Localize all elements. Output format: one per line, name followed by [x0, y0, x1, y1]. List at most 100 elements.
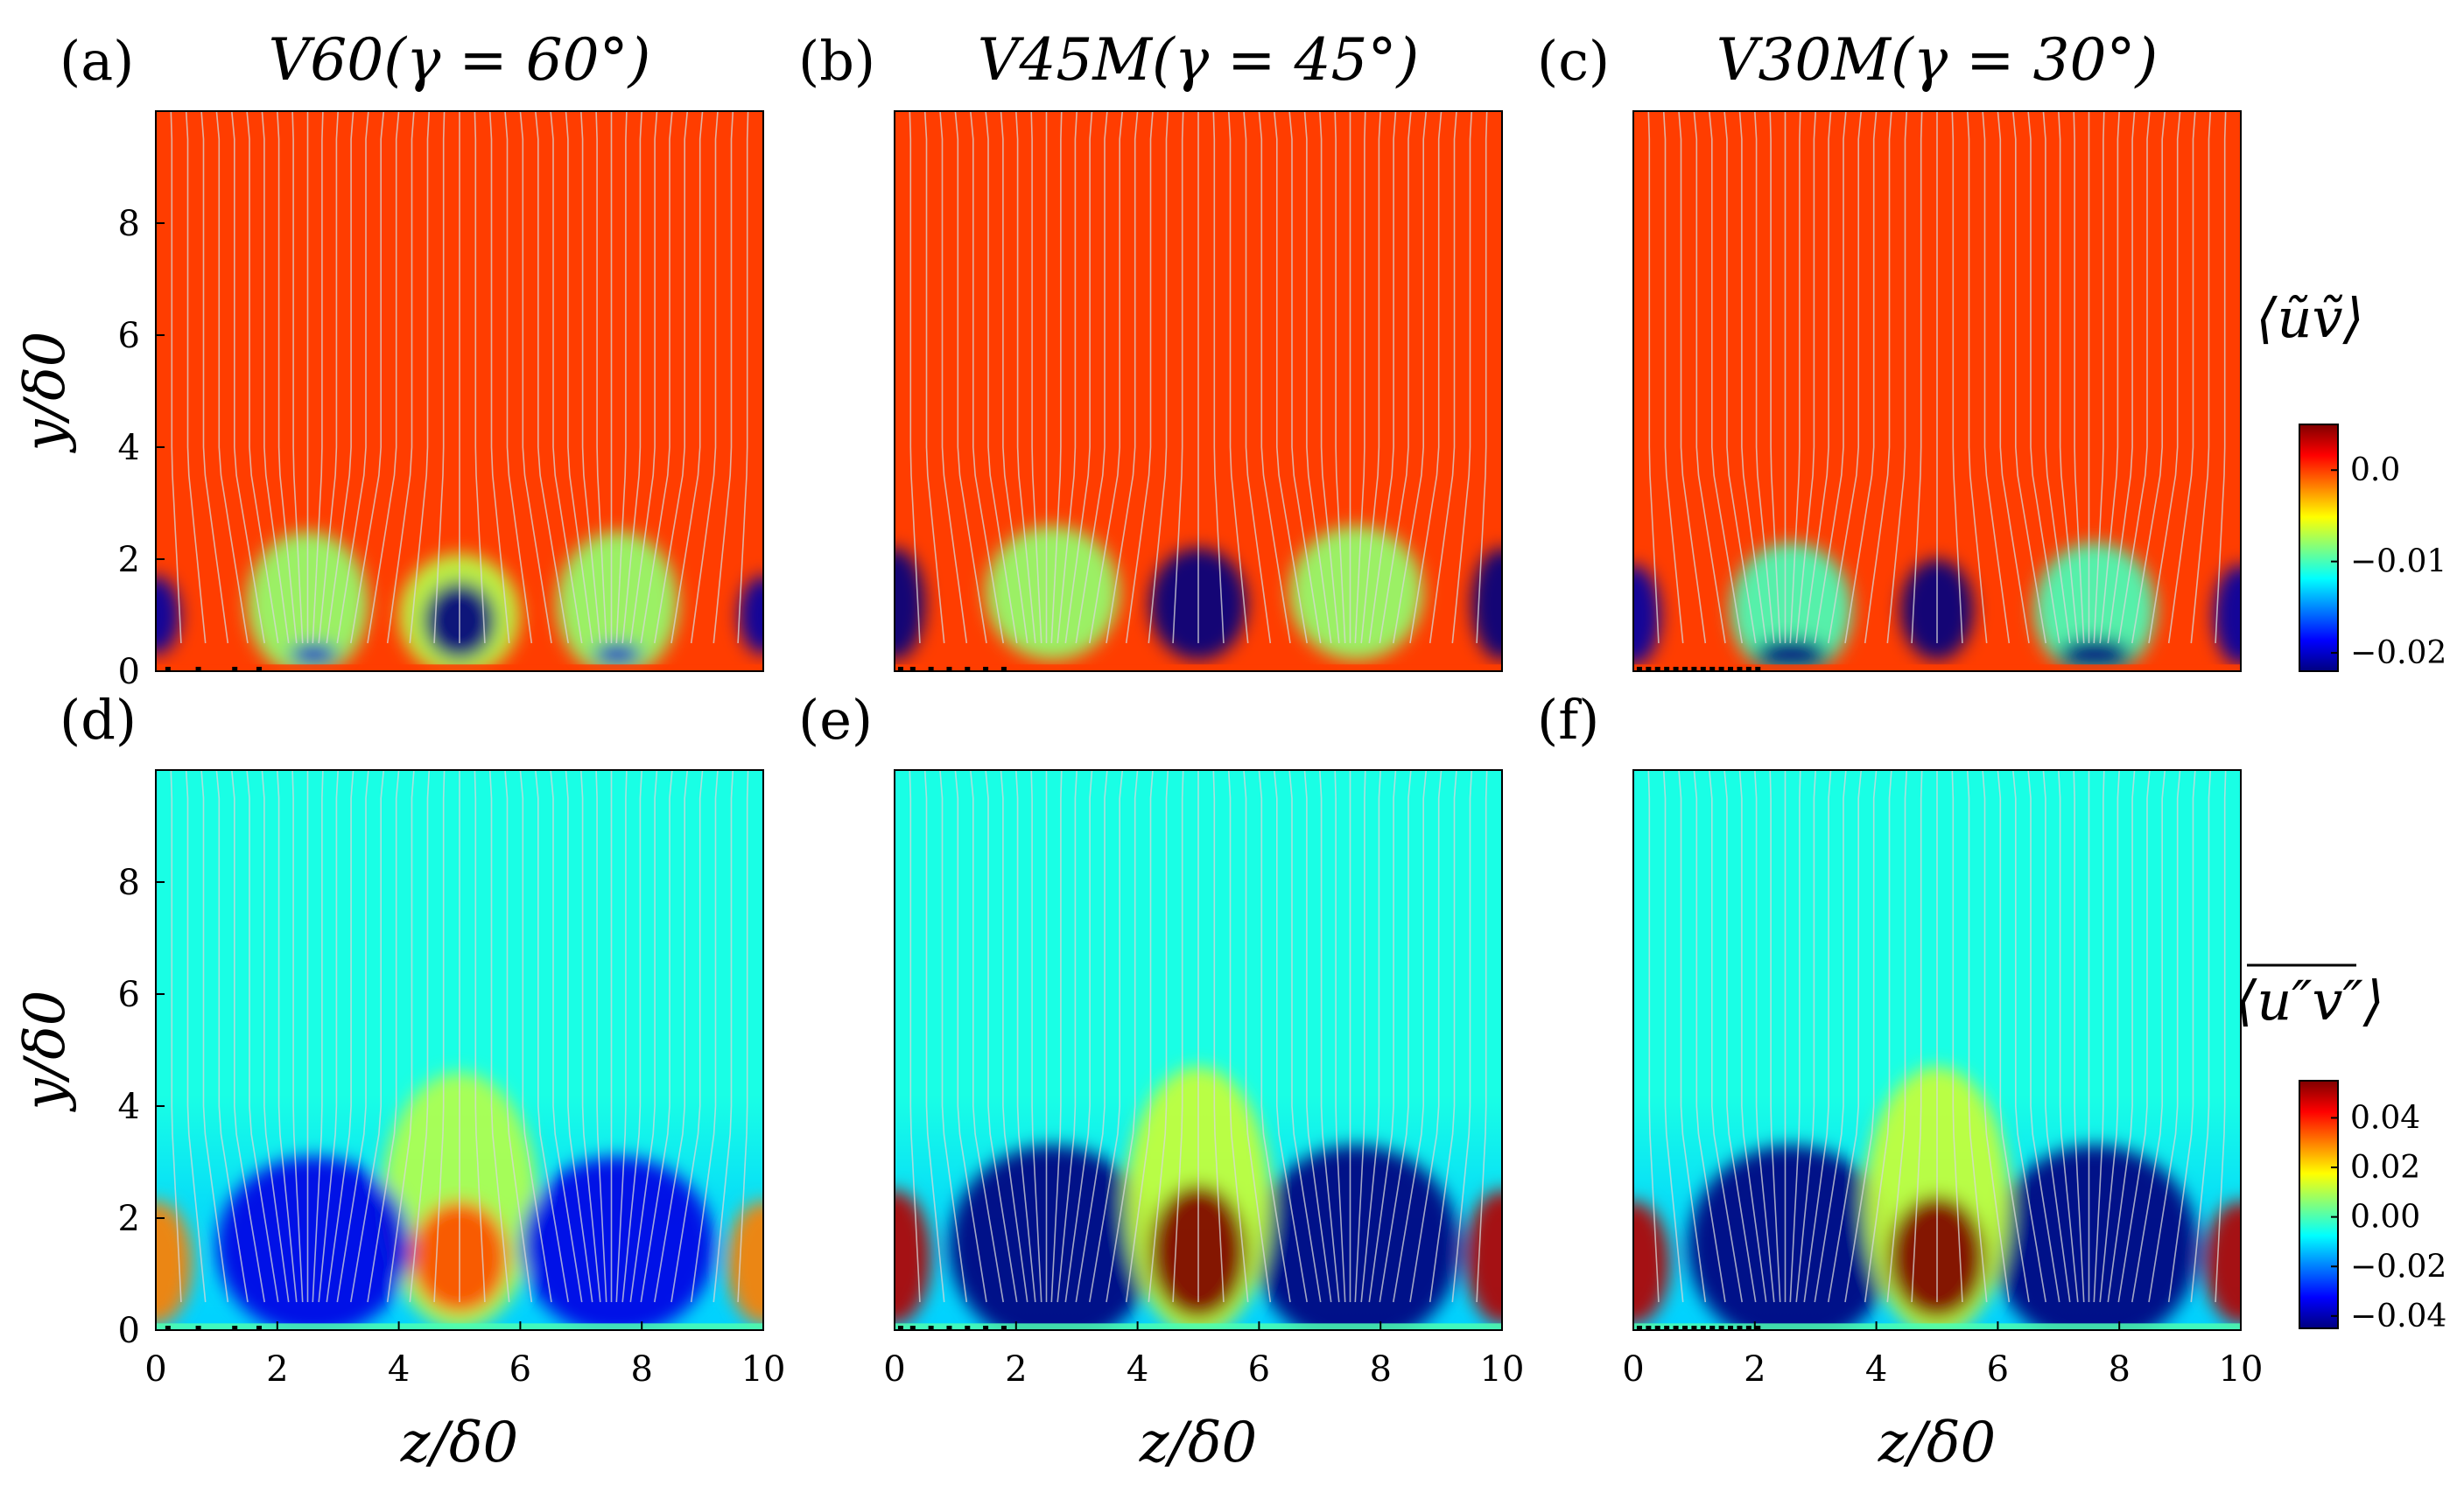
streamline	[939, 111, 968, 644]
streamline	[615, 770, 628, 1303]
streamline	[737, 770, 749, 1303]
streamline	[2148, 770, 2181, 1303]
vane-marker	[1654, 1326, 1660, 1331]
streamline	[504, 111, 533, 644]
y-tick-label: 8	[118, 863, 140, 903]
y-tick-label: 2	[118, 1199, 140, 1239]
streamline	[954, 111, 987, 644]
structure-blob	[1688, 1145, 1895, 1330]
streamline	[1429, 111, 1457, 644]
streamline	[231, 770, 265, 1303]
y-tick-label: 2	[118, 540, 140, 580]
vane-marker	[1700, 1326, 1706, 1331]
structure-blob	[1471, 548, 1502, 661]
streamline	[1814, 111, 1847, 644]
structure-blob	[216, 1156, 411, 1330]
streamline	[277, 111, 298, 644]
streamline	[312, 111, 324, 644]
streamline	[1000, 770, 1028, 1303]
streamline	[336, 111, 369, 644]
panel-c: (c) V30M(γ = 30°)	[1537, 26, 2242, 672]
streamline	[1886, 770, 1908, 1303]
x-axis-label: z/δ0	[1878, 1411, 1997, 1475]
panel-frame	[1632, 769, 2242, 1331]
streamline	[350, 770, 385, 1303]
streamline	[488, 770, 510, 1303]
structure-blob	[949, 1145, 1156, 1330]
x-tick-label: 4	[1865, 1349, 1887, 1390]
vane-marker	[1646, 1326, 1652, 1331]
streamline	[909, 111, 921, 644]
vane-marker	[1691, 667, 1697, 672]
streamline	[2117, 770, 2151, 1303]
streamline	[215, 770, 249, 1303]
streamline	[1966, 111, 1988, 644]
streamline	[1476, 770, 1488, 1303]
vane-marker	[1745, 1326, 1751, 1331]
streamline	[1393, 770, 1428, 1303]
colorbar-tick-label: 0.02	[2350, 1150, 2420, 1186]
x-tick-label: 4	[1127, 1349, 1148, 1390]
structure-blob	[156, 1201, 193, 1325]
streamline	[1057, 111, 1078, 644]
structure-blob	[895, 1190, 931, 1325]
streamline	[1864, 770, 1892, 1303]
vane-marker	[1737, 667, 1743, 672]
streamline	[1723, 770, 1757, 1303]
x-tick-label: 2	[266, 1349, 288, 1390]
streamline	[1738, 770, 1767, 1303]
streamline	[246, 111, 279, 644]
y-tick-label: 6	[118, 316, 140, 356]
x-axis-label: z/δ0	[1139, 1411, 1258, 1475]
streamline	[1243, 770, 1272, 1303]
panel-d: 0 2 4 6 8 0 2 4 6 8 10 (d) y/δ0 z/δ0	[13, 688, 785, 1475]
streamline	[1379, 111, 1412, 644]
vane-marker	[909, 667, 916, 672]
y-tick-label: 6	[118, 975, 140, 1015]
streamline	[2167, 770, 2196, 1303]
streamline	[595, 770, 607, 1303]
streamline	[2107, 770, 2136, 1303]
streamline	[1064, 770, 1093, 1303]
streamline	[1966, 770, 1988, 1303]
structure-blob	[557, 531, 678, 671]
streamline	[1814, 770, 1847, 1303]
streamline	[654, 770, 689, 1303]
streamline	[386, 770, 415, 1303]
panel-label: (c)	[1537, 29, 1610, 93]
y-axis-label: y/δ0	[13, 991, 78, 1113]
streamline	[1334, 770, 1346, 1303]
x-tick-label: 0	[144, 1349, 166, 1390]
streamline	[277, 770, 298, 1303]
panel-frame	[155, 110, 764, 672]
streamline	[909, 770, 921, 1303]
panel-title: V45M(γ = 45°)	[978, 26, 1419, 94]
panel-f: 0 2 4 6 8 10 (f) z/δ0	[1537, 688, 2263, 1475]
vane-marker	[1718, 1326, 1724, 1331]
streamline	[2215, 111, 2227, 644]
streamline	[215, 111, 249, 644]
streamline	[1769, 770, 1781, 1303]
streamline	[185, 770, 207, 1303]
y-tick-label: 0	[118, 652, 140, 692]
panel-title: V60(γ = 60°)	[269, 26, 651, 94]
streamline	[1030, 111, 1042, 644]
y-axis-label: y/δ0	[13, 332, 78, 454]
streamline	[1030, 770, 1042, 1303]
streamline	[1106, 770, 1139, 1303]
streamline	[1075, 111, 1108, 644]
streamline	[519, 111, 552, 644]
streamline	[1274, 111, 1308, 644]
vane-marker	[165, 1326, 171, 1331]
streamline	[690, 770, 719, 1303]
streamline	[1844, 770, 1878, 1303]
near-wall-strip	[156, 664, 763, 671]
field	[895, 111, 1502, 671]
structure-blob	[2034, 542, 2156, 671]
streamline	[326, 111, 355, 644]
vane-marker	[897, 667, 903, 672]
streamline	[474, 770, 486, 1303]
streamline	[1368, 111, 1397, 644]
structure-blob	[289, 643, 339, 666]
colorbar-gradient	[2299, 1081, 2338, 1328]
